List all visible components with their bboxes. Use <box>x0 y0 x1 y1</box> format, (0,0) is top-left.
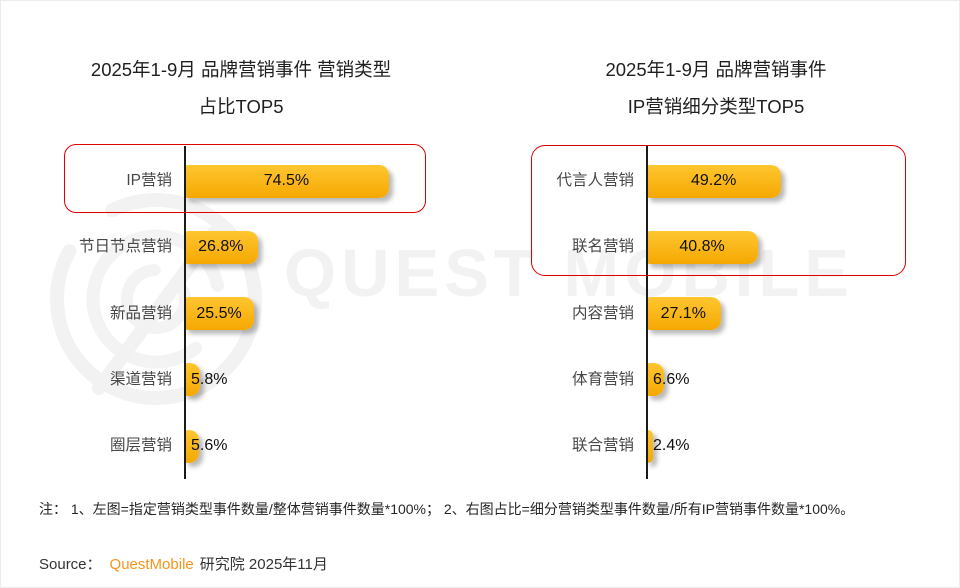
category-label: 新品营销 <box>109 304 172 322</box>
source-brand: QuestMobile <box>109 556 194 573</box>
value-label: 6.6% <box>653 370 690 388</box>
bar <box>646 297 721 330</box>
right-chart-title-line1: 2025年1-9月 品牌营销事件 <box>605 59 827 80</box>
bar <box>646 429 653 463</box>
category-label: 联名营销 <box>571 238 634 256</box>
value-label: 5.6% <box>191 437 228 454</box>
right-chart-title-line2: IP营销细分类型TOP5 <box>627 96 805 117</box>
source-suffix: 研究院 2025年11月 <box>199 556 328 573</box>
value-label: 2.4% <box>653 437 690 454</box>
category-label: 圈层营销 <box>109 437 172 454</box>
value-label: 27.1% <box>660 304 706 322</box>
source-line: Source： QuestMobile 研究院 2025年11月 <box>39 553 328 574</box>
category-label: 渠道营销 <box>109 370 172 388</box>
bar <box>646 164 782 198</box>
bar <box>184 164 389 198</box>
value-axis-line <box>646 146 648 479</box>
left-chart-title: 2025年1-9月 品牌营销事件 营销类型 占比TOP5 <box>41 51 441 125</box>
footnote: 注： 1、左图=指定营销类型事件数量/整体营销事件数量*100%； 2、右图占比… <box>39 501 855 517</box>
value-label: 26.8% <box>198 238 244 256</box>
source-label: Source： <box>39 556 102 573</box>
left-chart-title-line2: 占比TOP5 <box>198 96 284 117</box>
right-chart-title: 2025年1-9月 品牌营销事件 IP营销细分类型TOP5 <box>523 51 909 125</box>
left-chart-title-line1: 2025年1-9月 品牌营销事件 营销类型 <box>90 59 392 80</box>
category-label: 内容营销 <box>571 304 634 322</box>
value-label: 25.5% <box>196 304 242 322</box>
value-label: 40.8% <box>679 238 725 256</box>
value-label: 5.8% <box>191 370 228 388</box>
category-label: 代言人营销 <box>556 172 634 189</box>
category-label: 联合营销 <box>571 437 634 454</box>
bar <box>646 363 665 397</box>
category-label: IP营销 <box>126 172 172 189</box>
bar <box>184 429 200 463</box>
category-label: 节日节点营销 <box>78 238 172 256</box>
value-label: 49.2% <box>690 172 737 189</box>
value-label: 74.5% <box>263 172 310 189</box>
bar <box>646 230 759 264</box>
category-label: 体育营销 <box>571 370 634 388</box>
